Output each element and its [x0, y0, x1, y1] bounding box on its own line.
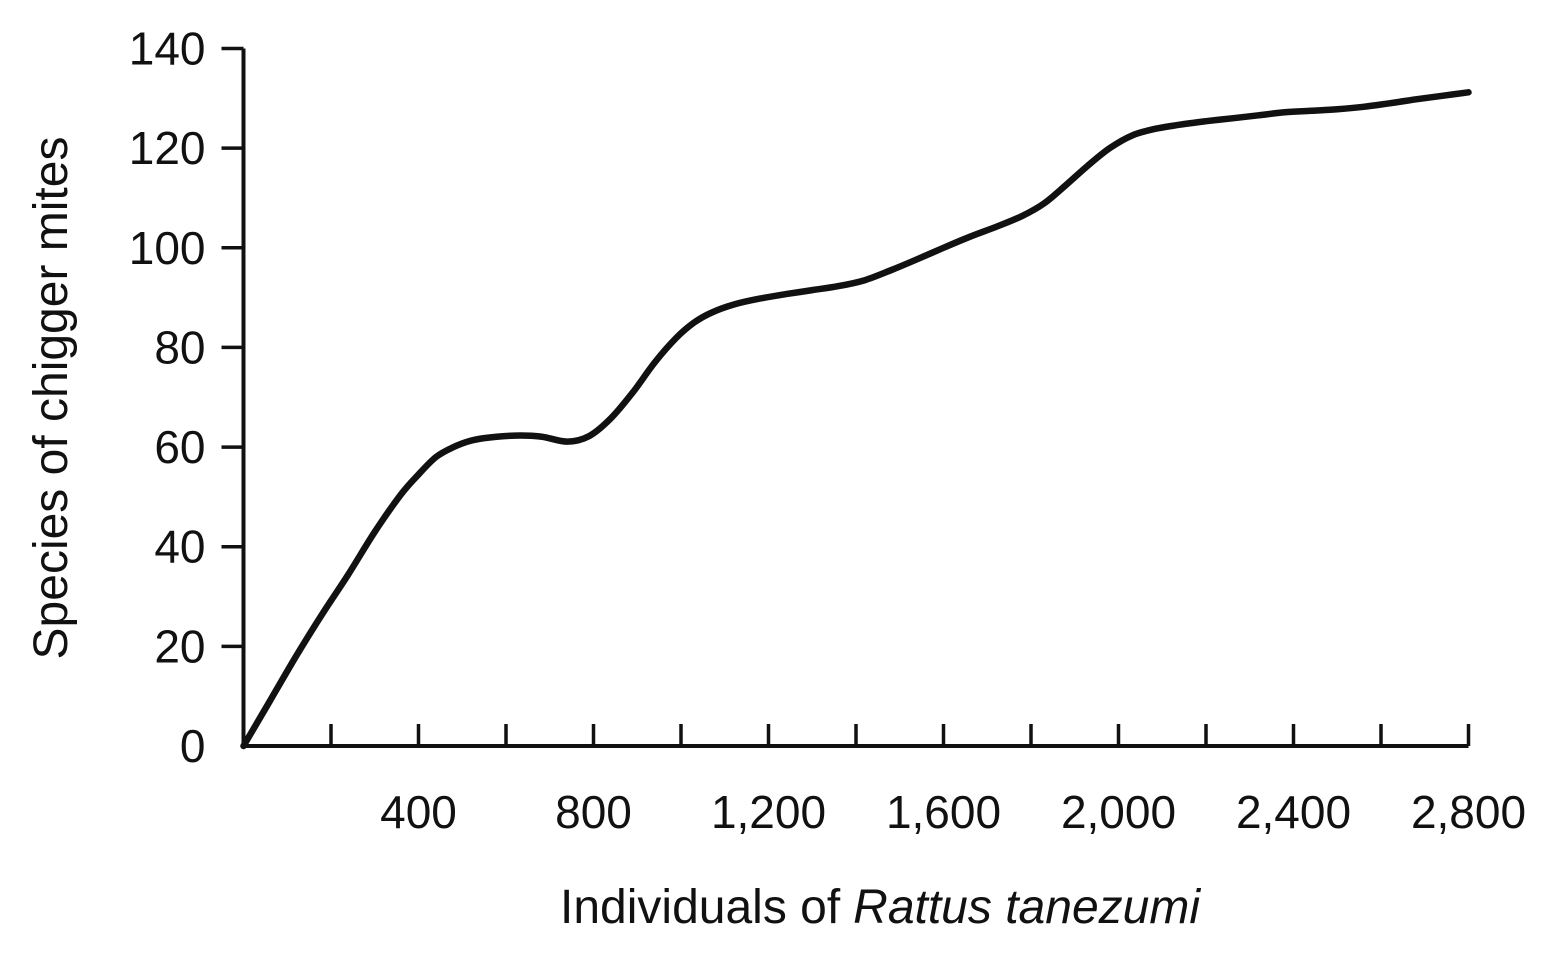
x-tick-label: 2,000 [1061, 786, 1176, 838]
y-tick-label: 140 [129, 23, 206, 75]
x-tick-label: 400 [380, 786, 457, 838]
x-tick-label: 2,400 [1236, 786, 1351, 838]
y-tick-label: 20 [154, 620, 205, 672]
x-tick-label: 1,600 [886, 786, 1001, 838]
y-tick-label: 0 [180, 720, 206, 772]
y-tick-label: 60 [154, 421, 205, 473]
x-axis-title-prefix: Individuals of [560, 881, 841, 934]
y-axis-title: Species of chigger mites [25, 136, 78, 660]
x-axis-title-species-name: Rattus tanezumi [853, 881, 1200, 934]
x-tick-label: 2,800 [1411, 786, 1526, 838]
x-axis-title: Individuals of Rattus tanezumi [560, 884, 1200, 932]
x-tick-label: 1,200 [711, 786, 826, 838]
y-tick-label: 40 [154, 521, 205, 573]
species-accumulation-curve [240, 89, 1472, 750]
y-tick-label: 100 [129, 222, 206, 274]
y-tick-label: 80 [154, 321, 205, 373]
x-tick-label: 800 [555, 786, 632, 838]
y-tick-label: 120 [129, 122, 206, 174]
